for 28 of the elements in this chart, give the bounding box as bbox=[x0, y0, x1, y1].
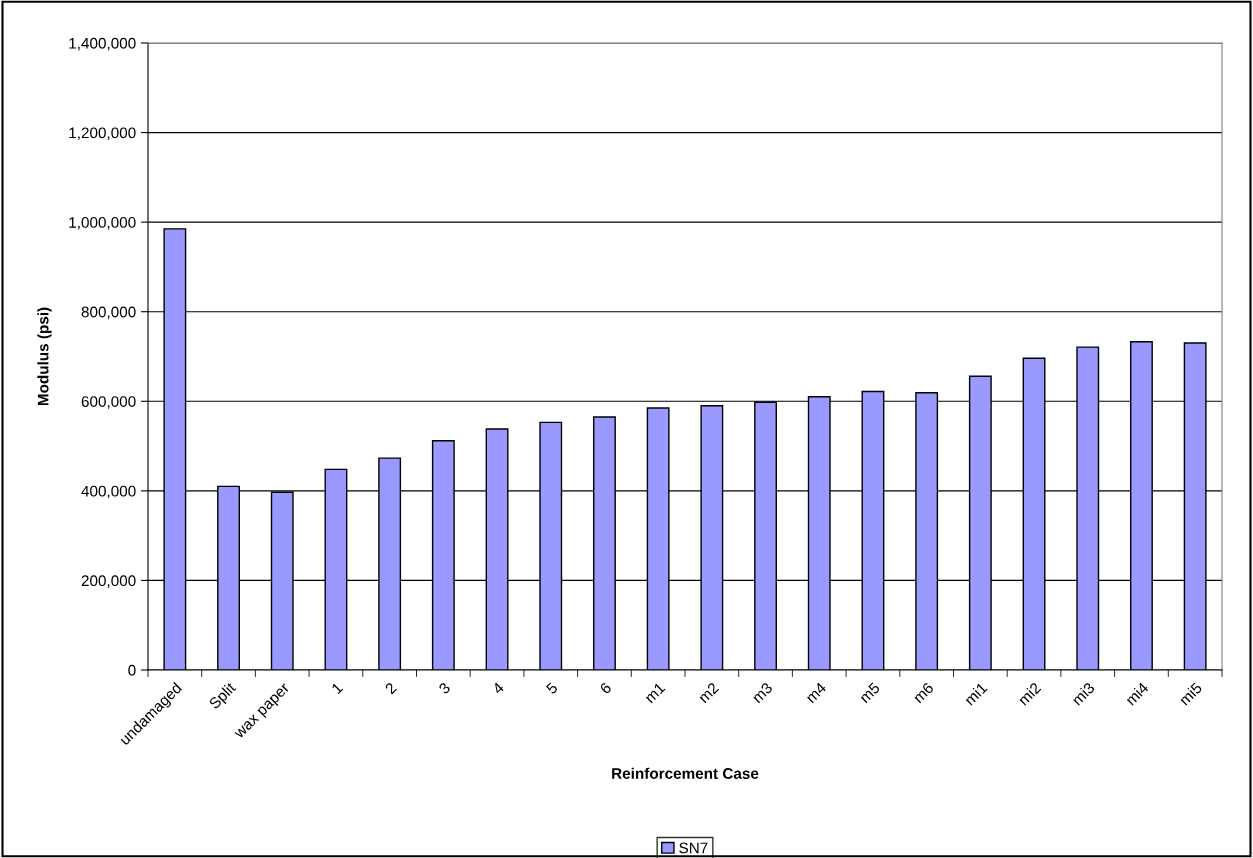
x-tick-label: m1 bbox=[644, 682, 666, 704]
x-tick-label: 6 bbox=[599, 681, 612, 695]
x-tick-label: mi1 bbox=[963, 681, 988, 706]
x-tick-label: m3 bbox=[751, 681, 774, 704]
y-tick-label: 0 bbox=[128, 664, 136, 676]
x-tick-label: mi3 bbox=[1071, 681, 1096, 706]
y-tick-label: 600,000 bbox=[81, 396, 136, 409]
x-tick-label: mi4 bbox=[1124, 681, 1149, 706]
x-tick-label: 4 bbox=[491, 681, 505, 695]
x-tick-label: m5 bbox=[859, 681, 881, 704]
x-tick-label: m2 bbox=[697, 681, 720, 704]
y-tick-label: 200,000 bbox=[81, 575, 136, 588]
y-tick-label: 800,000 bbox=[81, 306, 136, 320]
y-tick-label: 1,400,000 bbox=[69, 37, 136, 51]
x-tick-label: mi2 bbox=[1017, 681, 1042, 706]
x-tick-label: 2 bbox=[384, 681, 397, 695]
x-tick-label: 1 bbox=[331, 682, 344, 695]
y-tick-label: 1,200,000 bbox=[69, 127, 136, 141]
x-tick-label: 5 bbox=[545, 681, 559, 695]
legend-label: SN7 bbox=[679, 842, 708, 854]
x-tick-label: mi5 bbox=[1178, 681, 1203, 706]
y-tick-label: 1,000,000 bbox=[69, 217, 136, 230]
x-axis-title: Reinforcement Case bbox=[612, 767, 759, 779]
y-tick-label: 400,000 bbox=[81, 485, 136, 499]
x-tick-label: m4 bbox=[805, 681, 827, 704]
y-axis-title: Modulus (psi) bbox=[37, 307, 52, 406]
x-tick-label: m6 bbox=[912, 681, 935, 704]
x-tick-label: 3 bbox=[438, 681, 451, 695]
